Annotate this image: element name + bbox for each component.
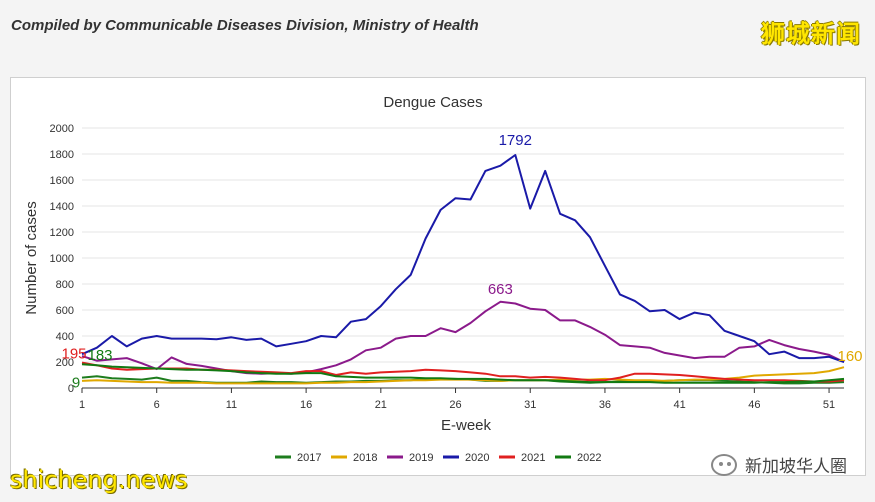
x-axis-label: E-week	[441, 417, 492, 434]
series-line-2019	[81, 300, 845, 375]
legend-label-2019[interactable]: 2019	[409, 452, 433, 464]
data-label-2020: 1792	[499, 132, 532, 149]
x-tick-label: 51	[823, 399, 835, 411]
series-line-2022	[81, 363, 845, 384]
y-tick-label: 200	[56, 357, 74, 369]
y-tick-label: 400	[56, 331, 74, 343]
x-tick-label: 6	[154, 399, 160, 411]
chart-title: Dengue Cases	[383, 94, 482, 111]
watermark-account: 新加坡华人圈	[711, 452, 847, 477]
chart-panel: Dengue Cases Number of cases E-week 0 200…	[10, 77, 866, 476]
legend-label-2020[interactable]: 2020	[465, 452, 489, 464]
watermark-account-name: 新加坡华人圈	[745, 457, 847, 477]
y-tick-label: 1200	[50, 227, 74, 239]
legend-label-2021[interactable]: 2021	[521, 452, 545, 464]
x-tick-label: 1	[79, 399, 85, 411]
y-tick-label: 1600	[50, 175, 74, 187]
data-label-2019: 663	[488, 281, 513, 298]
wechat-icon	[711, 453, 737, 476]
x-tick-label: 46	[748, 399, 760, 411]
source-caption: Compiled by Communicable Diseases Divisi…	[11, 17, 479, 34]
series-line-2020	[81, 154, 845, 363]
y-tick-label: 0	[68, 383, 74, 395]
watermark-site: shicheng.news	[10, 466, 188, 494]
legend-label-2018[interactable]: 2018	[353, 452, 377, 464]
x-tick-label: 16	[300, 399, 312, 411]
y-axis-label: Number of cases	[23, 201, 40, 314]
y-tick-label: 2000	[50, 123, 74, 135]
data-label-2018: 160	[837, 348, 862, 365]
y-tick-label: 1800	[50, 149, 74, 161]
x-tick-label: 31	[524, 399, 536, 411]
y-tick-label: 1400	[50, 201, 74, 213]
data-label-2021: 195	[61, 346, 86, 363]
x-tick-label: 41	[674, 399, 686, 411]
x-tick-label: 26	[449, 399, 461, 411]
legend-label-2022[interactable]: 2022	[577, 452, 601, 464]
y-tick-label: 800	[56, 279, 74, 291]
data-label-2022: 183	[87, 347, 112, 364]
data-label-2017: 9	[72, 375, 80, 392]
x-tick-label: 21	[375, 399, 387, 411]
x-tick-label: 11	[226, 399, 237, 411]
y-tick-label: 1000	[50, 253, 74, 265]
x-tick-label: 36	[599, 399, 611, 411]
dengue-line-chart: Dengue Cases Number of cases E-week 0 200…	[23, 94, 863, 464]
y-tick-label: 600	[56, 305, 74, 317]
legend-label-2017[interactable]: 2017	[297, 452, 321, 464]
brand-logo-text: 狮城新闻	[761, 20, 861, 48]
